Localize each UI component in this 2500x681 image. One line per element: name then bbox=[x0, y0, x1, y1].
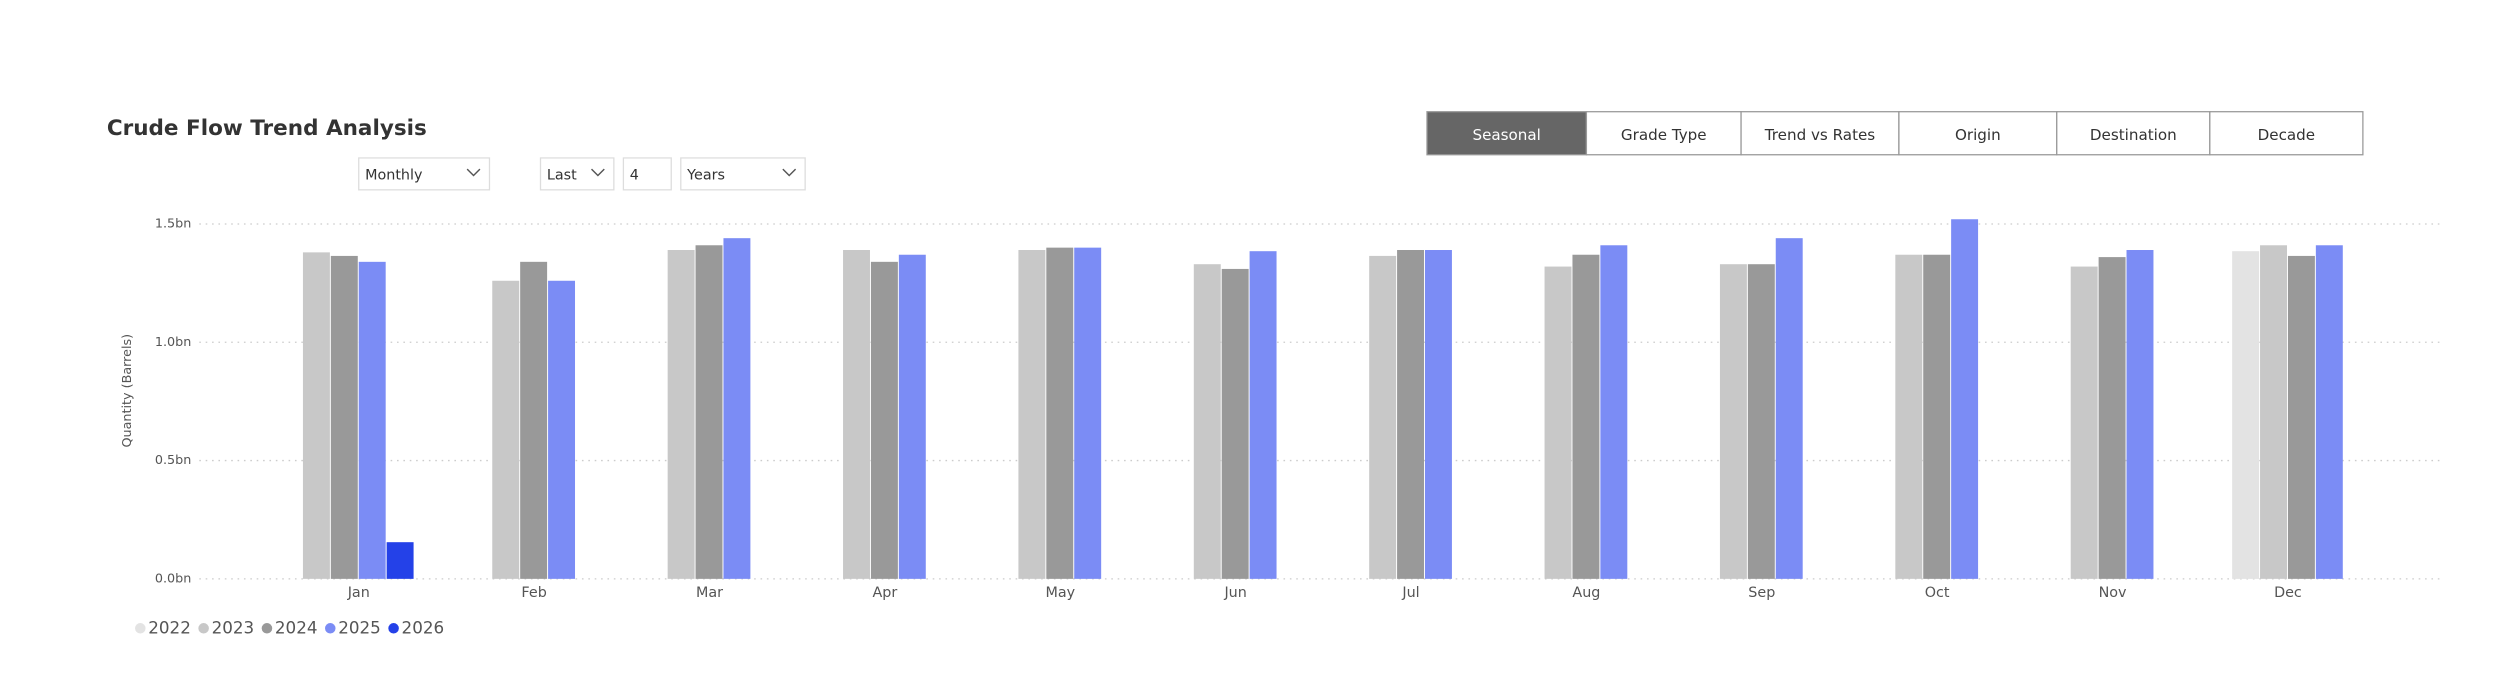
bar bbox=[2287, 255, 2315, 579]
tab-button[interactable] bbox=[1585, 111, 1742, 156]
dropdown-value: Last bbox=[547, 167, 577, 183]
legend-label: 2025 bbox=[338, 617, 381, 637]
y-tick-label: 1.0bn bbox=[155, 335, 191, 350]
bar bbox=[1018, 250, 1046, 579]
tab-label: Origin bbox=[1955, 126, 2001, 144]
bar bbox=[1221, 268, 1249, 579]
legend-label: 2022 bbox=[148, 617, 191, 637]
bar bbox=[520, 261, 548, 579]
y-axis-title: Quantity (Barrels) bbox=[120, 334, 135, 448]
bar bbox=[1951, 219, 1979, 579]
bar bbox=[1747, 264, 1775, 579]
bar bbox=[330, 255, 358, 579]
tab-label: Decade bbox=[2258, 126, 2315, 144]
legend-marker bbox=[198, 623, 209, 634]
bar bbox=[843, 250, 870, 579]
bar bbox=[2232, 251, 2260, 579]
bar bbox=[2098, 257, 2126, 579]
chevron bbox=[466, 168, 481, 177]
x-tick-label: Jul bbox=[1401, 585, 1419, 601]
legend-label: 2024 bbox=[275, 617, 318, 637]
bar bbox=[1544, 266, 1572, 579]
legend-label: 2026 bbox=[402, 617, 445, 637]
bar bbox=[870, 261, 898, 579]
y-tick-label: 1.5bn bbox=[155, 216, 191, 231]
x-tick-label: Feb bbox=[521, 585, 546, 601]
dropdown[interactable] bbox=[539, 157, 615, 191]
legend-marker bbox=[135, 623, 146, 634]
x-tick-label: Nov bbox=[2099, 585, 2127, 601]
dropdown-value: Monthly bbox=[365, 167, 423, 183]
x-tick-label: Jun bbox=[1223, 585, 1246, 601]
bar bbox=[302, 252, 330, 579]
tab-button[interactable] bbox=[1740, 111, 1900, 156]
bar bbox=[667, 250, 695, 579]
tab-label: Seasonal bbox=[1473, 126, 1541, 144]
bar bbox=[386, 542, 414, 579]
tab-button[interactable] bbox=[2056, 111, 2211, 156]
tab-label: Trend vs Rates bbox=[1764, 126, 1876, 144]
dropdown-value: Years bbox=[686, 167, 725, 183]
bar bbox=[548, 280, 576, 579]
bar bbox=[1424, 250, 1452, 579]
chevron bbox=[591, 168, 605, 177]
dropdown[interactable] bbox=[622, 157, 672, 191]
tab-label: Destination bbox=[2090, 126, 2177, 144]
bar bbox=[723, 238, 751, 579]
dropdown[interactable] bbox=[358, 157, 491, 191]
chevron bbox=[782, 168, 797, 177]
x-tick-label: Apr bbox=[872, 585, 897, 601]
legend-label: 2023 bbox=[212, 617, 255, 637]
dropdown[interactable] bbox=[680, 157, 806, 191]
bar bbox=[1193, 264, 1221, 579]
dropdown-value: 4 bbox=[630, 167, 639, 183]
x-tick-label: Jan bbox=[347, 585, 370, 601]
legend-marker bbox=[388, 623, 399, 634]
x-tick-label: Oct bbox=[1925, 585, 1950, 601]
legend-marker bbox=[325, 623, 336, 634]
bar bbox=[2260, 245, 2287, 579]
y-axis-label: Quantity (Barrels) bbox=[120, 334, 135, 448]
x-tick-label: Sep bbox=[1748, 585, 1775, 601]
bar bbox=[1600, 245, 1628, 579]
bar bbox=[358, 261, 386, 579]
y-tick-label: 0.0bn bbox=[155, 571, 191, 586]
bar bbox=[1719, 264, 1747, 579]
bar bbox=[2126, 250, 2154, 579]
bar bbox=[1074, 247, 1102, 579]
x-tick-label: Dec bbox=[2274, 585, 2302, 601]
bar bbox=[1572, 254, 1600, 579]
tab-label: Grade Type bbox=[1621, 126, 1707, 144]
bar bbox=[1923, 254, 1951, 579]
bar bbox=[1895, 254, 1923, 579]
x-tick-label: Mar bbox=[696, 585, 723, 601]
x-tick-label: Aug bbox=[1572, 585, 1600, 601]
bar bbox=[1249, 251, 1277, 579]
bar bbox=[1046, 247, 1074, 579]
bar bbox=[1369, 255, 1397, 579]
y-tick-label: 0.5bn bbox=[155, 453, 191, 468]
bar bbox=[2070, 266, 2098, 579]
visual-title: Crude Flow Trend Analysis bbox=[107, 116, 427, 141]
tab-button[interactable] bbox=[2209, 111, 2364, 156]
bar bbox=[898, 254, 926, 579]
bar bbox=[695, 245, 723, 579]
bar bbox=[1775, 238, 1803, 579]
x-tick-label: May bbox=[1045, 585, 1075, 601]
bar bbox=[492, 280, 520, 579]
tab-button[interactable] bbox=[1426, 111, 1588, 156]
bar bbox=[2315, 245, 2343, 579]
legend-marker bbox=[261, 623, 273, 634]
bar bbox=[1397, 250, 1425, 579]
